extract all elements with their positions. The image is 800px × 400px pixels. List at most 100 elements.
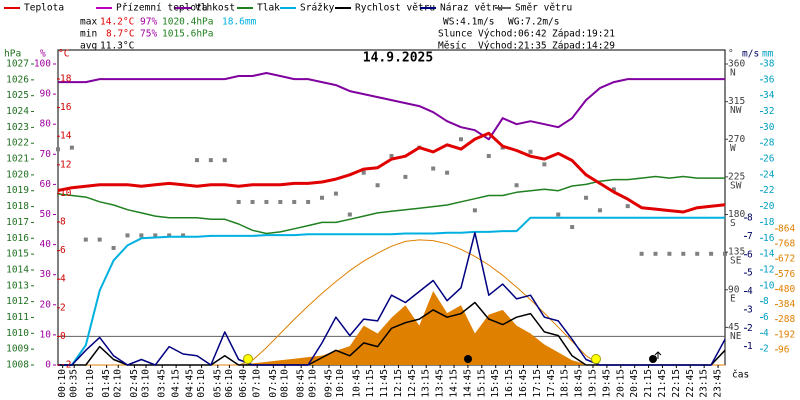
y-tick-label: 1018 <box>6 201 29 212</box>
y-tick-label: 4 <box>747 286 753 297</box>
y-tick-label: 1021 <box>6 154 29 165</box>
x-tick-label: 20:45 <box>629 369 640 398</box>
x-tick-label: 16:15 <box>504 369 515 398</box>
y-tick-label: 225 <box>728 171 745 182</box>
y-tick-label: 1016 <box>6 233 29 244</box>
y-tick-label: 4 <box>763 328 769 339</box>
stat: 97% <box>140 17 157 28</box>
series-line <box>58 216 725 366</box>
y-tick-label: 3 <box>747 304 753 315</box>
x-tick-label: 02:45 <box>129 369 140 398</box>
series-point <box>667 251 672 256</box>
y-tick-label: 45 <box>728 322 739 333</box>
series-point <box>320 195 325 200</box>
y-tick-label: 864 <box>778 224 795 235</box>
x-tick-label: 03:45 <box>157 369 168 398</box>
stat-label: max <box>80 17 97 28</box>
axis-title: hPa <box>4 49 21 60</box>
x-tick-label: 01:45 <box>101 369 112 398</box>
series-point <box>278 199 283 204</box>
x-tick-label: 09:45 <box>323 369 334 398</box>
y-tick-label: 14 <box>763 249 775 260</box>
y-tick-label: -2 <box>60 360 71 371</box>
series-point <box>528 149 533 154</box>
compass-label: SW <box>730 180 742 191</box>
stat: Východ:06:42 <box>478 29 547 40</box>
y-tick-label: 1014 <box>6 264 29 275</box>
y-tick-label: 80 <box>40 119 52 130</box>
y-tick-label: 70 <box>40 149 52 160</box>
x-tick-label: 04:15 <box>171 369 182 398</box>
axis-title: mm <box>762 49 774 60</box>
y-tick-label: 480 <box>778 284 795 295</box>
y-tick-label: 0 <box>45 360 51 371</box>
chart-title: 14.9.2025 <box>363 51 433 66</box>
x-tick-label: 07:45 <box>268 369 279 398</box>
legend-label: Přízemní teplota <box>116 3 208 14</box>
moonset-marker <box>464 355 472 363</box>
series-point <box>83 237 88 242</box>
y-tick-label: 10 <box>60 188 72 199</box>
compass-label: W <box>730 143 736 154</box>
series-point <box>153 233 158 238</box>
y-tick-label: 5 <box>747 268 753 279</box>
y-tick-label: 2 <box>60 302 66 313</box>
series-point <box>97 237 102 242</box>
series-point <box>139 233 144 238</box>
series-point <box>69 145 74 150</box>
y-tick-label: 8 <box>60 217 66 228</box>
x-tick-label: 16:45 <box>518 369 529 398</box>
series-point <box>653 251 658 256</box>
x-tick-label: 18:45 <box>574 369 585 398</box>
x-tick-label: 20:15 <box>615 369 626 398</box>
series-point <box>723 251 727 256</box>
y-tick-label: 1 <box>747 341 753 352</box>
x-tick-label: 15:45 <box>490 369 501 398</box>
stat-label: Slunce <box>438 29 473 40</box>
y-tick-label: 7 <box>747 231 753 242</box>
y-tick-label: 1012 <box>6 296 29 307</box>
series-point <box>333 191 338 196</box>
x-tick-label: 02:10 <box>113 369 124 398</box>
y-tick-label: 18 <box>763 217 775 228</box>
series-point <box>695 251 700 256</box>
x-tick-label: 17:15 <box>532 369 543 398</box>
series-line <box>57 131 726 214</box>
y-tick-label: 22 <box>763 185 774 196</box>
x-tick-label: 12:15 <box>393 369 404 398</box>
stat: 1020.4hPa <box>162 17 213 28</box>
y-tick-label: 288 <box>778 314 795 325</box>
x-tick-label: 19:15 <box>587 369 598 398</box>
stat: WG:7.2m/s <box>508 17 559 28</box>
y-tick-label: 315 <box>728 96 745 107</box>
x-tick-label: 14:15 <box>449 369 460 398</box>
series-point <box>625 204 630 209</box>
x-tick-label: 10:10 <box>335 369 346 398</box>
x-tick-label: 18:15 <box>560 369 571 398</box>
series-point <box>222 158 227 163</box>
stat: WS:4.1m/s <box>443 17 494 28</box>
series-point <box>236 199 241 204</box>
axis-title: ° <box>728 49 734 60</box>
stat: 75% <box>140 29 157 40</box>
series-line <box>58 72 725 141</box>
series-point <box>681 251 686 256</box>
y-tick-label: 1023 <box>6 122 29 133</box>
y-tick-label: 384 <box>778 299 795 310</box>
axis-title: m/s <box>742 49 759 60</box>
legend-label: Směr větru <box>515 3 572 14</box>
y-tick-label: 1027 <box>6 59 29 70</box>
stat-label: min <box>80 29 97 40</box>
y-tick-label: 1025 <box>6 90 29 101</box>
y-tick-label: 34 <box>763 90 775 101</box>
y-tick-label: 576 <box>778 269 795 280</box>
x-tick-label: 05:10 <box>196 369 207 398</box>
y-tick-label: 10 <box>763 280 775 291</box>
y-tick-label: 0 <box>60 331 66 342</box>
axis-title: % <box>40 49 46 60</box>
x-tick-label: 06:40 <box>238 369 249 398</box>
y-tick-label: 6 <box>763 312 769 323</box>
x-tick-label: 00:10 <box>57 369 68 398</box>
y-tick-label: 20 <box>763 201 775 212</box>
